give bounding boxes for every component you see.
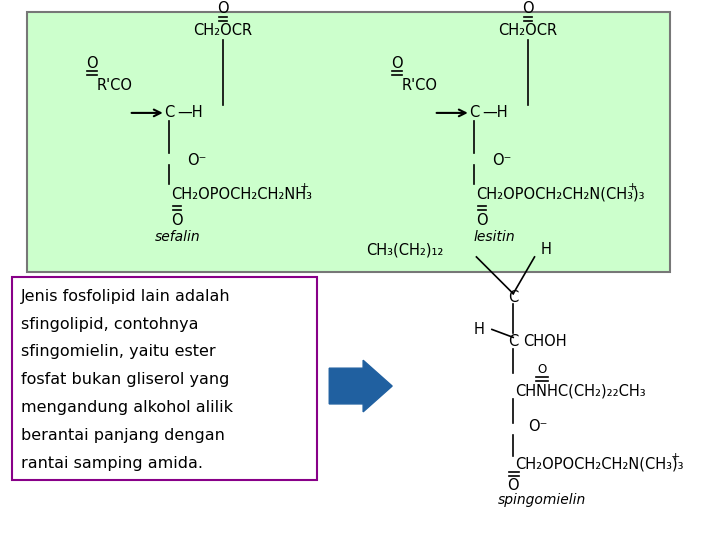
Text: CH₂OCR: CH₂OCR xyxy=(193,23,252,38)
Text: mengandung alkohol alilik: mengandung alkohol alilik xyxy=(22,400,233,415)
Bar xyxy=(12,277,317,481)
Text: O: O xyxy=(86,56,98,71)
Text: sfingomielin, yaitu ester: sfingomielin, yaitu ester xyxy=(22,345,216,359)
Text: rantai samping amida.: rantai samping amida. xyxy=(22,456,203,470)
Text: O: O xyxy=(522,1,534,16)
Text: C: C xyxy=(508,290,518,305)
Text: O⁻: O⁻ xyxy=(528,419,547,434)
Text: CHNHC(CH₂)₂₂CH₃: CHNHC(CH₂)₂₂CH₃ xyxy=(515,383,646,399)
Text: berantai panjang dengan: berantai panjang dengan xyxy=(22,428,225,443)
Bar xyxy=(27,11,670,272)
Text: O: O xyxy=(538,363,547,376)
Text: O: O xyxy=(171,213,183,228)
Text: +: + xyxy=(628,183,637,192)
Text: H: H xyxy=(473,322,484,337)
Text: CH₂OPOCH₂CH₂NH₃: CH₂OPOCH₂CH₂NH₃ xyxy=(171,187,312,202)
Text: fosfat bukan gliserol yang: fosfat bukan gliserol yang xyxy=(22,372,230,387)
Text: sefalin: sefalin xyxy=(154,230,200,244)
Text: CH₂OCR: CH₂OCR xyxy=(498,23,557,38)
Text: sfingolipid, contohnya: sfingolipid, contohnya xyxy=(22,316,199,332)
Text: O: O xyxy=(217,1,228,16)
Text: +: + xyxy=(300,183,310,192)
Text: Jenis fosfolipid lain adalah: Jenis fosfolipid lain adalah xyxy=(22,289,231,303)
Text: C: C xyxy=(508,334,518,349)
Text: spingomielin: spingomielin xyxy=(498,493,586,507)
Text: O: O xyxy=(508,478,519,493)
Text: C: C xyxy=(469,105,480,120)
Text: —H: —H xyxy=(177,105,203,120)
Text: R'CO: R'CO xyxy=(402,78,438,92)
Text: R'CO: R'CO xyxy=(96,78,132,92)
Text: O: O xyxy=(477,213,488,228)
Text: CHOH: CHOH xyxy=(523,334,567,349)
Text: O: O xyxy=(391,56,402,71)
Text: CH₂OPOCH₂CH₂N(CH₃)₃: CH₂OPOCH₂CH₂N(CH₃)₃ xyxy=(477,187,645,202)
Text: —H: —H xyxy=(482,105,508,120)
Text: lesitin: lesitin xyxy=(473,230,515,244)
Text: +: + xyxy=(671,451,680,462)
Text: CH₃(CH₂)₁₂: CH₃(CH₂)₁₂ xyxy=(366,242,444,258)
Text: H: H xyxy=(540,242,552,258)
Text: O⁻: O⁻ xyxy=(492,153,511,168)
FancyArrow shape xyxy=(329,360,392,412)
Text: CH₂OPOCH₂CH₂N(CH₃)₃: CH₂OPOCH₂CH₂N(CH₃)₃ xyxy=(515,456,684,471)
Text: O⁻: O⁻ xyxy=(187,153,206,168)
Text: C: C xyxy=(164,105,174,120)
